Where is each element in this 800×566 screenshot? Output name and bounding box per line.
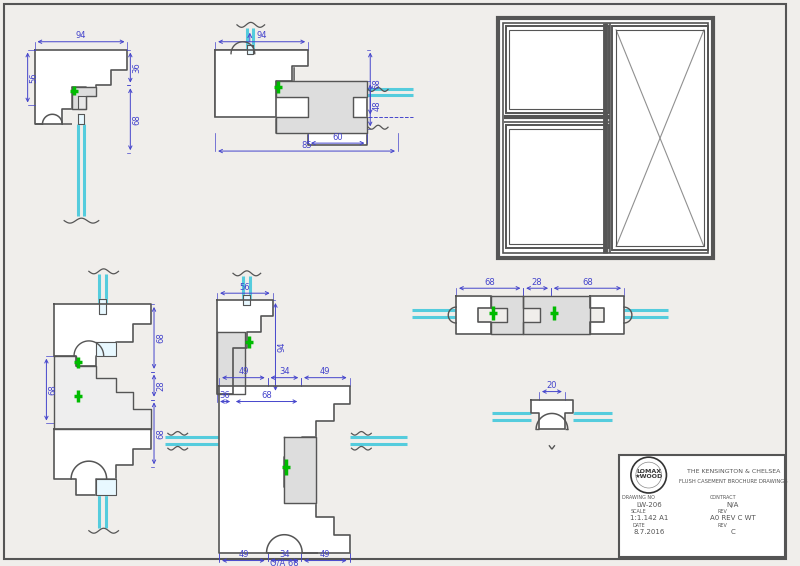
Bar bbox=[506, 26, 609, 113]
Polygon shape bbox=[243, 295, 250, 305]
Bar bbox=[498, 18, 713, 259]
Text: 49: 49 bbox=[320, 550, 330, 559]
Polygon shape bbox=[284, 438, 316, 503]
Polygon shape bbox=[72, 88, 96, 109]
Text: 85: 85 bbox=[302, 140, 312, 149]
Text: O/A 68: O/A 68 bbox=[270, 558, 298, 566]
Text: 48: 48 bbox=[372, 100, 382, 111]
Text: 68: 68 bbox=[156, 333, 165, 344]
Bar bbox=[510, 30, 606, 109]
Circle shape bbox=[631, 457, 666, 493]
Text: 94: 94 bbox=[256, 31, 267, 40]
Text: REV: REV bbox=[718, 523, 728, 528]
Polygon shape bbox=[490, 296, 523, 334]
Text: SCALE: SCALE bbox=[631, 509, 646, 514]
Text: 36: 36 bbox=[220, 391, 230, 400]
Polygon shape bbox=[215, 50, 308, 117]
Text: 49: 49 bbox=[238, 367, 249, 376]
Polygon shape bbox=[96, 479, 115, 495]
Polygon shape bbox=[215, 50, 367, 145]
Text: 68: 68 bbox=[48, 384, 58, 395]
Polygon shape bbox=[590, 296, 624, 334]
Polygon shape bbox=[523, 296, 590, 334]
Polygon shape bbox=[219, 385, 350, 552]
Text: 68: 68 bbox=[132, 114, 142, 125]
Text: 94: 94 bbox=[76, 31, 86, 40]
Text: DATE: DATE bbox=[633, 523, 645, 528]
Text: 49: 49 bbox=[238, 550, 249, 559]
Text: C: C bbox=[730, 529, 735, 535]
Text: ★WOOD: ★WOOD bbox=[634, 474, 662, 479]
Text: LW-206: LW-206 bbox=[637, 502, 662, 508]
Polygon shape bbox=[78, 96, 86, 109]
Bar bbox=[612, 26, 708, 251]
Bar bbox=[619, 455, 785, 556]
Polygon shape bbox=[218, 300, 273, 393]
Polygon shape bbox=[215, 50, 308, 117]
Text: 28: 28 bbox=[532, 278, 542, 287]
Polygon shape bbox=[78, 114, 84, 124]
Text: A0 REV C WT: A0 REV C WT bbox=[710, 515, 755, 521]
Text: FLUSH CASEMENT BROCHURE DRAWINGS: FLUSH CASEMENT BROCHURE DRAWINGS bbox=[679, 478, 788, 483]
Text: 68: 68 bbox=[484, 278, 495, 287]
Text: THE KENSINGTON & CHELSEA: THE KENSINGTON & CHELSEA bbox=[687, 469, 780, 474]
Bar bbox=[606, 23, 610, 254]
Text: 68: 68 bbox=[262, 391, 272, 400]
Text: 94: 94 bbox=[278, 342, 286, 352]
Text: 68: 68 bbox=[156, 428, 165, 439]
Text: LOMAX: LOMAX bbox=[636, 469, 662, 474]
Text: 28: 28 bbox=[156, 380, 165, 391]
Polygon shape bbox=[98, 299, 106, 314]
Text: 56: 56 bbox=[239, 282, 250, 291]
Polygon shape bbox=[218, 332, 245, 393]
Text: N/A: N/A bbox=[726, 502, 738, 508]
Text: 36: 36 bbox=[132, 62, 142, 73]
Text: 8.7.2016: 8.7.2016 bbox=[634, 529, 666, 535]
Text: 34: 34 bbox=[279, 550, 290, 559]
Text: 34: 34 bbox=[279, 367, 290, 376]
Polygon shape bbox=[34, 50, 127, 124]
Text: 68: 68 bbox=[372, 78, 382, 89]
Text: 68: 68 bbox=[582, 278, 593, 287]
Text: 49: 49 bbox=[320, 367, 330, 376]
Text: REV: REV bbox=[718, 509, 728, 514]
Bar bbox=[510, 129, 606, 245]
Text: CONTRACT: CONTRACT bbox=[710, 495, 736, 500]
Polygon shape bbox=[531, 400, 573, 430]
Text: DRAWING NO: DRAWING NO bbox=[622, 495, 655, 500]
Polygon shape bbox=[54, 304, 151, 366]
Polygon shape bbox=[54, 356, 151, 430]
Polygon shape bbox=[247, 45, 253, 54]
Text: 1:1.142 A1: 1:1.142 A1 bbox=[630, 515, 669, 521]
Polygon shape bbox=[96, 342, 115, 356]
Polygon shape bbox=[456, 296, 490, 334]
Text: 56: 56 bbox=[30, 72, 38, 83]
Polygon shape bbox=[54, 430, 151, 495]
Bar bbox=[506, 125, 609, 248]
Bar bbox=[502, 23, 708, 254]
Polygon shape bbox=[277, 82, 367, 133]
Bar bbox=[616, 30, 704, 246]
Text: 60: 60 bbox=[332, 132, 343, 142]
Text: 20: 20 bbox=[546, 381, 557, 390]
